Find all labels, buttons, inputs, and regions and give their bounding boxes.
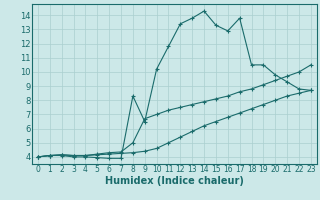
X-axis label: Humidex (Indice chaleur): Humidex (Indice chaleur)	[105, 176, 244, 186]
